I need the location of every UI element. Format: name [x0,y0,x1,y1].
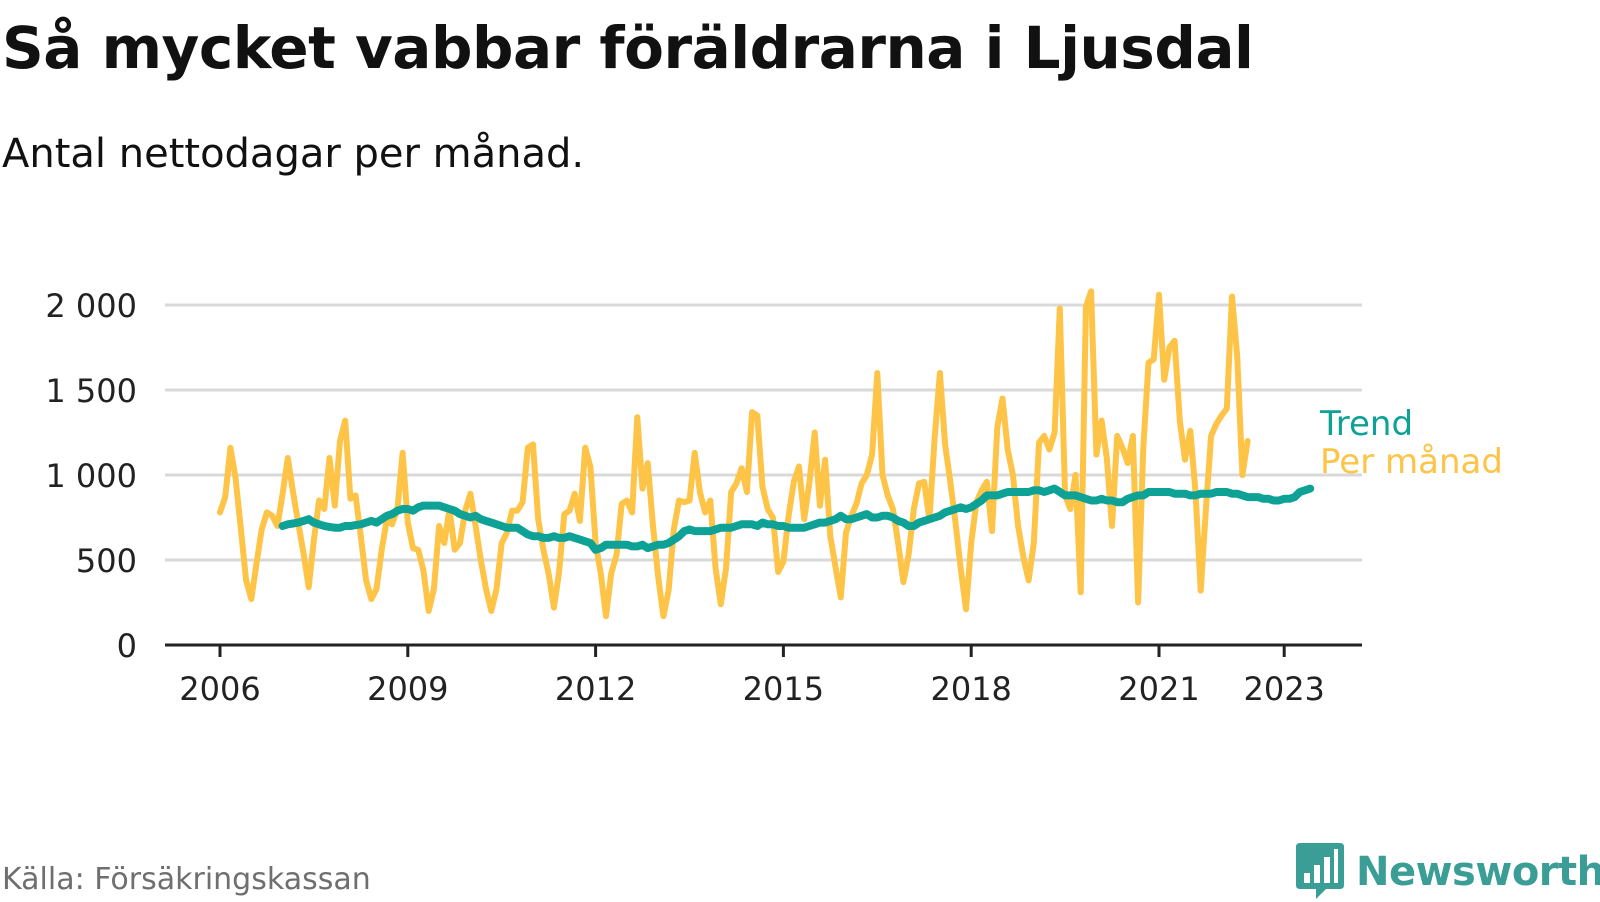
newsworthy-chart-icon [1296,843,1344,899]
y-tick-label: 0 [117,627,137,665]
x-tick-label: 2012 [555,670,636,708]
x-tick-label: 2018 [930,670,1011,708]
x-tick-label: 2009 [367,670,448,708]
y-tick-label: 1 000 [45,457,137,495]
x-tick-label: 2023 [1243,670,1324,708]
series-line-per-manad [217,288,1251,620]
newsworthy-logo: Newsworthy [1296,842,1600,902]
x-tick-label: 2021 [1118,670,1199,708]
x-tick-label: 2006 [179,670,260,708]
legend-trend: Trend [1319,404,1413,444]
x-axis: 2006 2009 2012 2015 2018 2021 2023 [165,643,1362,708]
y-tick-label: 2 000 [45,287,137,325]
legend-per-manad: Per månad [1320,442,1503,482]
chart-title: Så mycket vabbar föräldrarna i Ljusdal [2,14,1254,82]
series-lines [217,288,1315,620]
y-tick-label: 1 500 [45,372,137,410]
y-tick-label: 500 [76,542,137,580]
chart-subtitle: Antal nettodagar per månad. [2,131,585,177]
x-tick-label: 2015 [743,670,824,708]
brand-name: Newsworthy [1356,849,1600,895]
source-note: Källa: Försäkringskassan [2,862,371,897]
y-axis-tick-labels: 0 500 1 000 1 500 2 000 [45,287,137,665]
series-line-trend [278,484,1315,554]
